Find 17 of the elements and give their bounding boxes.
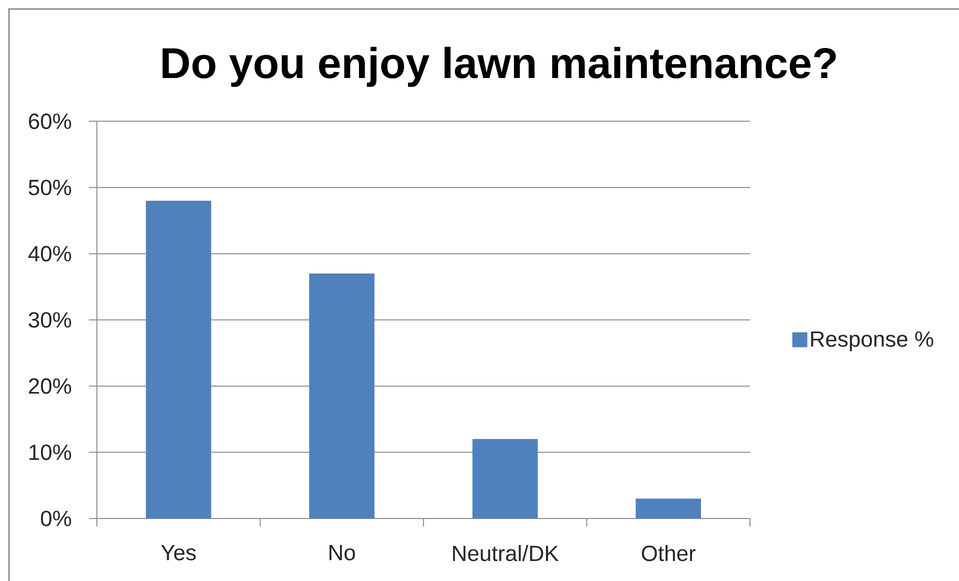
bar	[472, 439, 538, 518]
y-tick-label: 30%	[28, 312, 72, 328]
y-tick-label: 0%	[40, 510, 72, 526]
x-tick-label: Yes	[161, 545, 196, 560]
y-tick-label: 20%	[28, 378, 72, 394]
x-tick-label: No	[330, 545, 355, 560]
bar	[146, 200, 212, 518]
chart-title: Do you enjoy lawn maintenance?	[162, 46, 836, 87]
x-tick-label: Other	[642, 545, 696, 562]
legend-label: Response %	[811, 331, 934, 352]
y-tick-label: 50%	[28, 180, 72, 196]
y-tick-label: 10%	[30, 444, 72, 460]
bar	[636, 498, 702, 518]
y-tick-label: 60%	[28, 114, 72, 130]
x-tick-label: Neutral/DK	[453, 545, 559, 562]
y-tick-label: 40%	[28, 246, 72, 262]
bar	[309, 274, 374, 518]
